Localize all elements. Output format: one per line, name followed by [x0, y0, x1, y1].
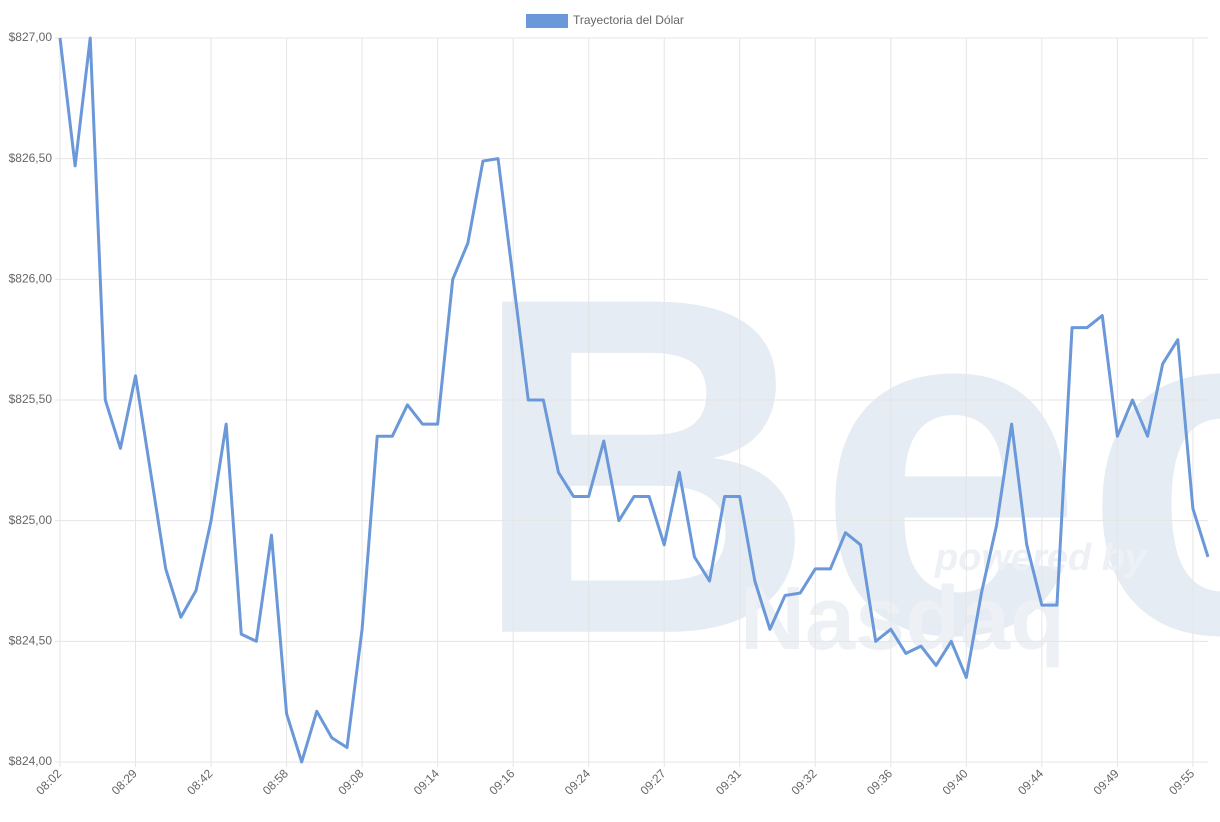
y-tick-label: $826,00 [9, 272, 53, 286]
x-tick-label: 08:29 [109, 766, 140, 797]
y-tick-label: $827,00 [9, 30, 53, 44]
watermark-brand: Bec [470, 197, 1220, 734]
x-tick-label: 09:27 [637, 766, 668, 797]
legend-label: Trayectoria del Dólar [573, 13, 684, 27]
x-tick-label: 08:02 [33, 766, 64, 797]
x-tick-label: 09:44 [1015, 766, 1046, 797]
x-tick-label: 09:55 [1166, 766, 1197, 797]
x-tick-label: 09:49 [1091, 766, 1122, 797]
y-tick-label: $826,50 [9, 151, 53, 165]
y-tick-label: $825,00 [9, 513, 53, 527]
legend-swatch [526, 14, 568, 28]
x-tick-label: 09:24 [562, 766, 593, 797]
y-tick-label: $824,50 [9, 634, 53, 648]
x-tick-label: 09:16 [486, 766, 517, 797]
x-tick-label: 08:42 [184, 766, 215, 797]
y-tick-label: $825,50 [9, 392, 53, 406]
x-tick-label: 09:31 [713, 766, 744, 797]
y-tick-label: $824,00 [9, 754, 53, 768]
watermark-tagline: powered by [934, 537, 1148, 579]
x-tick-label: 09:14 [411, 766, 442, 797]
x-tick-label: 09:40 [940, 766, 971, 797]
x-tick-label: 09:36 [864, 766, 895, 797]
data-line [58, 36, 1210, 764]
x-tick-label: 09:32 [788, 766, 819, 797]
x-tick-label: 08:58 [260, 766, 291, 797]
watermark-partner: Nasdaq [740, 569, 1065, 669]
x-tick-label: 09:08 [335, 766, 366, 797]
